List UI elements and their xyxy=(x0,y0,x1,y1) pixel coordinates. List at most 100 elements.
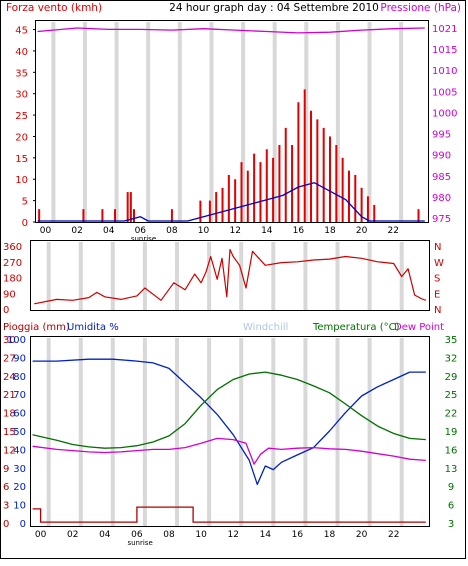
wind-axis-title: Forza vento (kmh) xyxy=(6,2,102,14)
hour-gridline xyxy=(335,242,340,310)
x-tick-label: 22 xyxy=(388,530,399,540)
x-tick-label: 14 xyxy=(260,530,272,540)
pressure-tick-label: 1015 xyxy=(432,45,457,56)
humidity-tick-label: 70 xyxy=(13,390,26,401)
windchill-legend: Windchill xyxy=(243,322,288,333)
hour-gridline xyxy=(239,242,244,310)
wind-tick-label: 5 xyxy=(22,197,28,208)
rain-line xyxy=(32,506,426,523)
hour-gridline xyxy=(110,338,115,526)
temp-tick-label: 13 xyxy=(445,464,458,475)
x-tick-label: 00 xyxy=(40,226,52,236)
wind-grid xyxy=(51,22,404,222)
wind-tick-label: 35 xyxy=(15,68,28,79)
x-tick-label: 16 xyxy=(293,226,305,236)
hour-gridline xyxy=(46,338,51,526)
hour-gridline xyxy=(177,22,182,222)
rain-tick-label: 9 xyxy=(3,464,9,475)
dewpoint-line xyxy=(32,437,426,465)
temp-tick-label: 29 xyxy=(445,372,458,383)
pressure-tick-label: 1010 xyxy=(432,66,457,77)
humidity-line xyxy=(32,358,426,486)
pressure-tick-label: 990 xyxy=(432,151,451,162)
temp-tick-label: 9 xyxy=(448,482,454,493)
rain-tick-label: 6 xyxy=(3,482,9,493)
x-tick-label: 00 xyxy=(35,530,47,540)
hour-gridline xyxy=(367,338,372,526)
direction-tick-label: 0 xyxy=(3,305,9,316)
wind-tick-label: 0 xyxy=(22,218,28,229)
wind-pressure-panel: 00 02 04 06 08 10 12 14 16 18 20 220510152025303540… xyxy=(15,20,457,243)
hour-gridline xyxy=(272,22,277,222)
temp-tick-label: 32 xyxy=(445,353,458,364)
hour-gridline xyxy=(367,242,372,310)
hour-gridline xyxy=(110,242,115,310)
hour-gridline xyxy=(367,22,372,222)
direction-tick-label: 360 xyxy=(3,242,22,253)
humidity-tick-label: 0 xyxy=(20,519,26,530)
hour-gridline xyxy=(335,22,340,222)
rain-tick-label: 18 xyxy=(3,409,16,420)
humidity-tick-label: 60 xyxy=(13,409,26,420)
x-tick-label: 20 xyxy=(356,226,368,236)
compass-tick-label: S xyxy=(434,274,440,285)
temperature-line xyxy=(32,371,426,449)
x-tick-label: 02 xyxy=(71,226,82,236)
x-tick-label: 06 xyxy=(131,530,143,540)
hour-gridline xyxy=(271,242,276,310)
temp-tick-label: 25 xyxy=(445,390,458,401)
direction-marks xyxy=(34,248,427,305)
x-tick-label: 08 xyxy=(163,530,175,540)
humidity-tick-label: 90 xyxy=(13,353,26,364)
x-tick-label: 10 xyxy=(195,530,207,540)
rain-tick-label: 24 xyxy=(3,372,16,383)
pressure-tick-label: 980 xyxy=(432,193,451,204)
x-tick-label: 18 xyxy=(324,226,336,236)
hour-gridline xyxy=(146,22,151,222)
pressure-line xyxy=(37,27,425,34)
x-tick-label: 12 xyxy=(229,226,240,236)
rain-tick-label: 30 xyxy=(3,335,16,346)
wind-marks xyxy=(37,27,425,222)
compass-tick-label: E xyxy=(434,289,440,300)
x-tick-label: 10 xyxy=(198,226,210,236)
rain-tick-label: 27 xyxy=(3,353,16,364)
rain-axis-title: Pioggia (mm) xyxy=(3,322,70,333)
wind-plot-area xyxy=(35,20,429,223)
hour-gridline xyxy=(335,338,340,526)
temp-tick-label: 3 xyxy=(448,519,454,530)
humidity-tick-label: 20 xyxy=(13,482,26,493)
pressure-tick-label: 1021 xyxy=(432,24,457,35)
sunrise-label: sunrise xyxy=(127,539,152,547)
hour-gridline xyxy=(114,22,119,222)
hour-gridline xyxy=(271,338,276,526)
humidity-axis-title: Umidita % xyxy=(67,322,119,333)
pressure-tick-label: 975 xyxy=(432,214,451,225)
hour-gridline xyxy=(399,338,404,526)
hour-gridline xyxy=(209,22,214,222)
temp-tick-label: 16 xyxy=(445,445,458,456)
temp-tick-label: 6 xyxy=(448,501,454,512)
rain-tick-label: 21 xyxy=(3,390,16,401)
compass-tick-label: W xyxy=(434,258,444,269)
hour-gridline xyxy=(207,338,212,526)
pressure-tick-label: 985 xyxy=(432,172,451,183)
temperature-legend: Temperatura (°C) xyxy=(312,322,400,333)
wind-tick-label: 10 xyxy=(15,175,28,186)
hour-gridline xyxy=(303,242,308,310)
x-tick-label: 22 xyxy=(387,226,398,236)
sunrise-label: sunrise xyxy=(131,235,156,243)
pressure-tick-label: 995 xyxy=(432,130,451,141)
temp-tick-label: 19 xyxy=(445,427,458,438)
hour-gridline xyxy=(175,338,179,526)
rain-tick-label: 15 xyxy=(3,427,16,438)
wind-average-line xyxy=(37,182,425,222)
wind-tick-label: 15 xyxy=(15,154,28,165)
wind-tick-label: 20 xyxy=(15,132,28,143)
x-tick-label: 16 xyxy=(292,530,304,540)
hour-gridline xyxy=(239,338,244,526)
